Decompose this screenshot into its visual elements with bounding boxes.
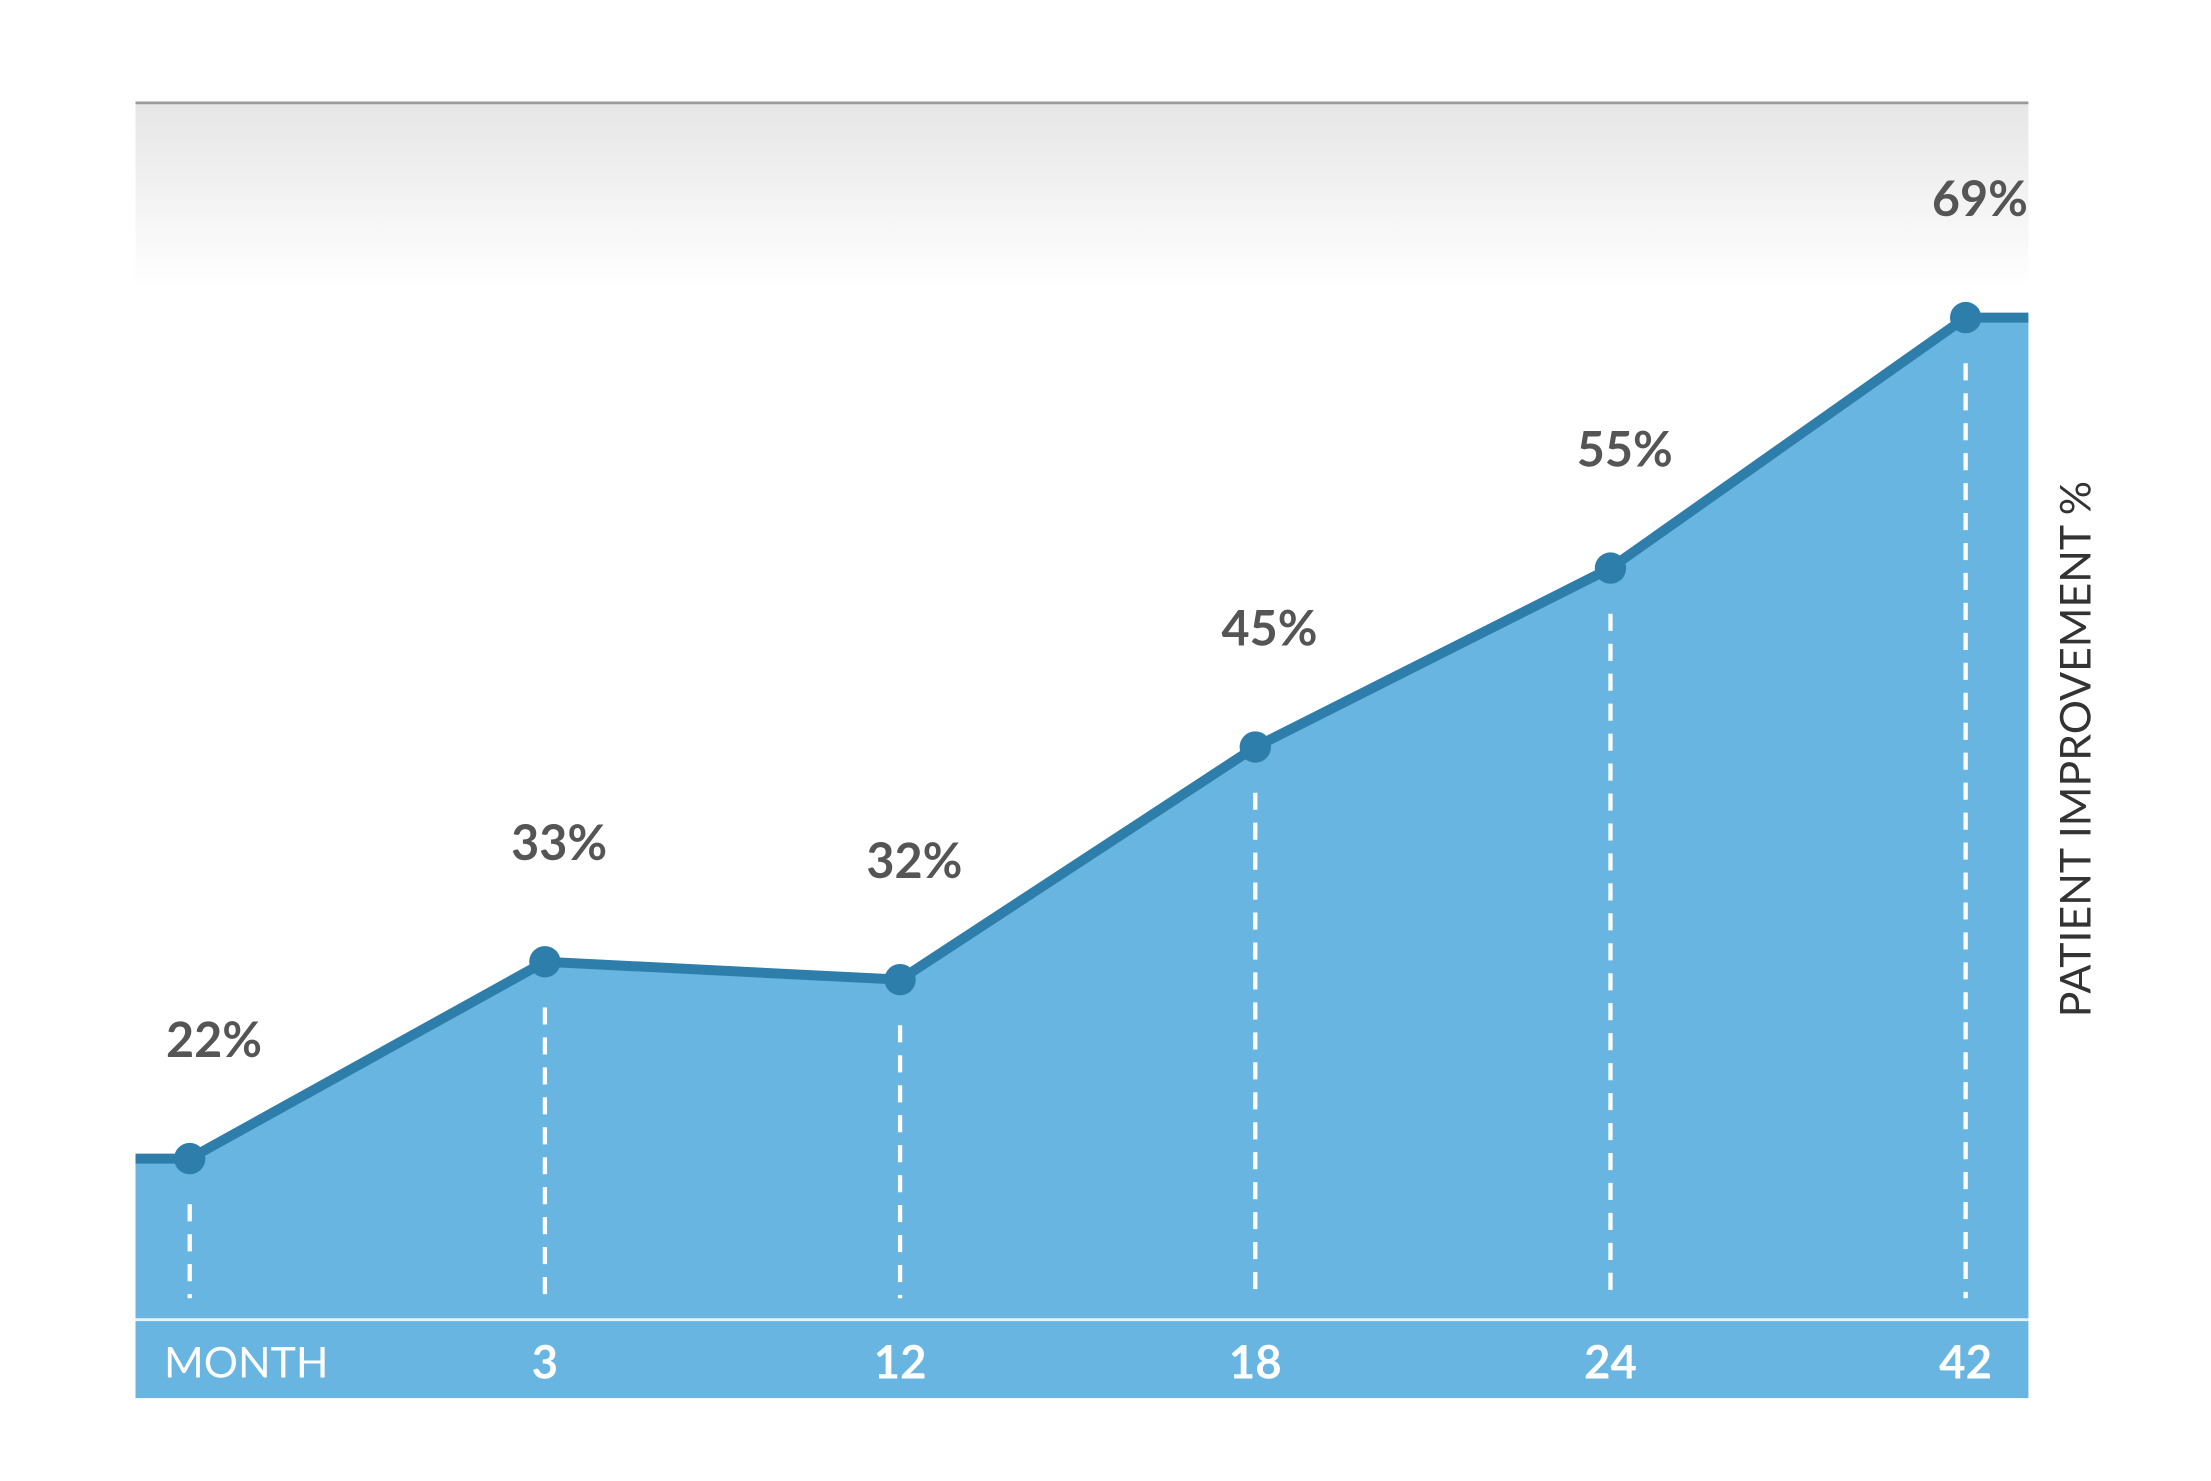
- value-label: 69%: [1932, 169, 2028, 227]
- plot-area: 22% 33% 32% 45% 55% 69%: [135, 169, 2029, 1320]
- x-tick-label: 18: [1229, 1333, 1282, 1388]
- area: [135, 317, 2029, 1320]
- value-label: 55%: [1577, 419, 1673, 477]
- point: [1594, 552, 1627, 584]
- value-label: 45%: [1222, 598, 1318, 656]
- top-band: [135, 102, 2029, 289]
- point: [1949, 301, 1982, 334]
- point: [174, 1142, 206, 1175]
- x-tick-label: 12: [874, 1333, 927, 1388]
- value-label: 33%: [511, 813, 607, 871]
- point: [529, 946, 561, 978]
- value-label: 32%: [866, 831, 962, 889]
- x-tick-label: 3: [532, 1333, 558, 1388]
- x-axis-label: MONTH: [164, 1337, 329, 1388]
- x-tick-label: 42: [1939, 1333, 1992, 1388]
- value-label: 22%: [166, 1010, 262, 1068]
- x-axis-bar: [135, 1319, 2029, 1399]
- y-axis-label: PATIENT IMPROVEMENT %: [2050, 481, 2101, 1017]
- line: [135, 312, 2029, 1164]
- x-tick-label: 24: [1584, 1333, 1637, 1388]
- point: [1239, 731, 1271, 763]
- point: [884, 963, 916, 996]
